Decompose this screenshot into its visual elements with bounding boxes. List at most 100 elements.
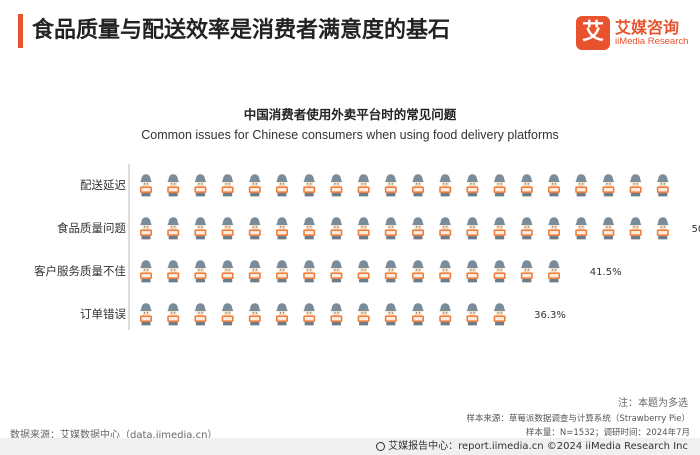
logo-name-en: iiMedia Research: [615, 36, 689, 47]
delivery-person-icon: [412, 174, 424, 197]
delivery-person-icon: [194, 260, 207, 283]
globe-icon: [376, 442, 386, 451]
delivery-person-icon: [548, 260, 560, 283]
bar-row: 食品质量问题 50.4%: [57, 217, 700, 240]
delivery-person-icon: [412, 260, 424, 283]
delivery-person-icon: [466, 174, 479, 197]
chart-title: 中国消费者使用外卖平台时的常见问题: [243, 107, 457, 122]
delivery-person-icon: [412, 217, 424, 240]
delivery-person-icon: [194, 303, 207, 326]
bar-row: 配送延迟51.7%: [80, 174, 700, 197]
category-label: 食品质量问题: [57, 221, 126, 235]
delivery-person-icon: [167, 303, 180, 326]
delivery-person-icon: [140, 260, 152, 283]
delivery-person-icon: [548, 174, 560, 197]
delivery-person-icon: [140, 174, 152, 197]
delivery-person-icon: [629, 217, 642, 240]
multi-select-note: 注：本题为多选: [618, 398, 688, 409]
delivery-person-icon: [248, 217, 261, 240]
delivery-person-icon: [602, 217, 615, 240]
delivery-person-icon: [330, 260, 343, 283]
delivery-person-icon: [221, 260, 234, 283]
delivery-person-icon: [466, 217, 479, 240]
delivery-person-icon: [602, 174, 615, 197]
data-source: 数据来源：艾媒数据中心（data.iimedia.cn）: [10, 430, 218, 441]
delivery-person-icon: [384, 217, 397, 240]
delivery-person-icon: [493, 260, 506, 283]
delivery-person-icon: [548, 217, 560, 240]
iimedia-logo: 艾 艾媒咨询 iiMedia Research: [576, 14, 696, 54]
delivery-person-icon: [575, 174, 588, 197]
delivery-person-icon: [167, 260, 180, 283]
delivery-person-icon: [221, 303, 234, 326]
sample-info: 样本量：N=1532；调研时间：2024年7月: [525, 428, 690, 438]
delivery-person-icon: [167, 217, 180, 240]
delivery-person-icon: [439, 217, 452, 240]
delivery-person-icon: [357, 217, 370, 240]
delivery-person-icon: [221, 217, 234, 240]
delivery-person-icon: [384, 260, 397, 283]
delivery-person-icon: [384, 303, 397, 326]
footer-bar: [0, 438, 700, 455]
delivery-person-icon: [330, 174, 343, 197]
category-label: 配送延迟: [80, 178, 126, 192]
delivery-person-icon: [330, 303, 343, 326]
delivery-person-icon: [221, 174, 234, 197]
delivery-person-icon-partial: [684, 174, 693, 197]
delivery-person-icon-partial: [575, 260, 583, 283]
delivery-person-icon: [276, 217, 288, 240]
delivery-person-icon: [493, 174, 506, 197]
footer-text: 艾媒报告中心：report.iimedia.cn ©2024 iiMedia R…: [388, 441, 688, 452]
delivery-person-icon: [439, 260, 452, 283]
delivery-person-icon: [303, 303, 316, 326]
category-label: 订单错误: [80, 307, 126, 321]
delivery-person-icon: [303, 174, 316, 197]
delivery-person-icon: [384, 174, 397, 197]
footer: 艾媒报告中心：report.iimedia.cn ©2024 iiMedia R…: [376, 439, 688, 454]
delivery-person-icon: [412, 303, 424, 326]
delivery-person-icon: [466, 260, 479, 283]
pictograph-bar-chart: 配送延迟51.7% 食品质量问题 50.4% 客户服务质量不佳 41.5% 订单错误 36.…: [34, 164, 700, 330]
delivery-person-icon: [194, 174, 207, 197]
delivery-person-icon-partial: [520, 303, 528, 326]
page-title: 食品质量与配送效率是消费者满意度的基石: [32, 18, 451, 43]
category-label: 客户服务质量不佳: [34, 264, 126, 278]
delivery-person-icon: [194, 217, 207, 240]
delivery-person-icon: [248, 303, 261, 326]
logo-name-cn: 艾媒咨询: [615, 18, 680, 37]
delivery-person-icon: [520, 217, 533, 240]
delivery-person-icon: [303, 217, 316, 240]
delivery-person-icon: [493, 303, 506, 326]
delivery-person-icon: [520, 174, 533, 197]
delivery-person-icon: [248, 260, 261, 283]
delivery-person-icon: [276, 174, 288, 197]
delivery-person-icon: [439, 174, 452, 197]
delivery-person-icon: [575, 217, 588, 240]
logo-mark: 艾: [576, 16, 610, 50]
delivery-person-icon: [276, 303, 288, 326]
delivery-person-icon: [330, 217, 343, 240]
delivery-person-icon: [656, 174, 669, 197]
delivery-person-icon: [656, 217, 669, 240]
sample-source: 样本来源：草莓派数据调查与计算系统（Strawberry Pie）: [466, 414, 690, 424]
delivery-person-icon: [466, 303, 479, 326]
delivery-person-icon: [276, 260, 288, 283]
delivery-person-icon: [248, 174, 261, 197]
delivery-person-icon: [629, 174, 642, 197]
delivery-person-icon: [357, 174, 370, 197]
delivery-person-icon: [140, 217, 152, 240]
chart-subtitle: Common issues for Chinese consumers when…: [141, 128, 559, 142]
value-label: 50.4%: [692, 224, 700, 235]
delivery-person-icon: [140, 303, 152, 326]
bar-row: 客户服务质量不佳 41.5%: [34, 260, 622, 283]
delivery-person-icon: [167, 174, 180, 197]
bar-row: 订单错误 36.3%: [80, 303, 566, 326]
value-label: 41.5%: [590, 267, 622, 278]
delivery-person-icon: [439, 303, 452, 326]
title-accent-bar: [18, 14, 23, 48]
delivery-person-icon: [303, 260, 316, 283]
delivery-person-icon: [493, 217, 506, 240]
delivery-person-icon: [357, 303, 370, 326]
delivery-person-icon: [520, 260, 533, 283]
delivery-person-icon: [357, 260, 370, 283]
